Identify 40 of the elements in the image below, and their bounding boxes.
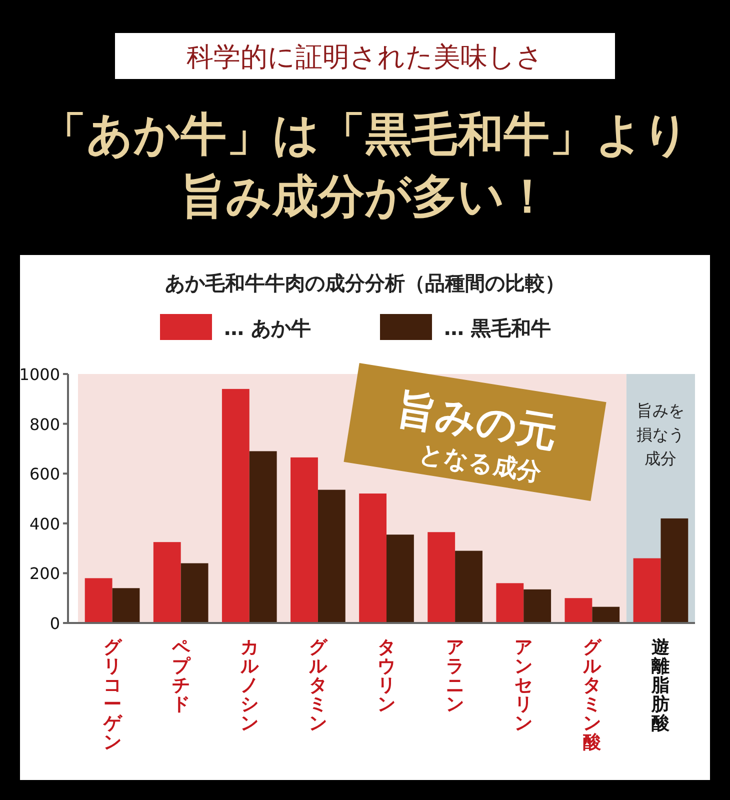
- y-tick-label: 400: [29, 514, 60, 534]
- bar: [84, 578, 112, 623]
- x-tick-label: 遊離脂肪酸: [650, 637, 671, 734]
- bar: [633, 558, 661, 623]
- bar: [180, 563, 208, 623]
- y-tick-label: 800: [29, 414, 60, 434]
- bar: [455, 550, 482, 623]
- x-tick-label: グルタミン: [308, 637, 328, 734]
- bar: [660, 518, 688, 623]
- text: 科学的に証明された美味しさ: [186, 42, 544, 73]
- legend-label: … あか牛: [224, 316, 311, 340]
- x-tick-label: グルタミン酸: [582, 637, 602, 753]
- y-tick-label: 600: [29, 464, 60, 484]
- x-tick-label: カルノシン: [239, 637, 260, 734]
- bar: [428, 532, 456, 623]
- bar: [496, 583, 524, 623]
- chart-title: 「あか牛」は「黒毛和牛」より旨み成分が多い！: [40, 107, 690, 223]
- bar: [592, 606, 620, 623]
- y-tick-label: 200: [29, 564, 60, 584]
- band-label: 旨みを損なう成分: [636, 401, 685, 468]
- bar: [359, 494, 386, 623]
- y-tick-label: 0: [50, 614, 60, 633]
- legend-label: … 黒毛和牛: [444, 316, 551, 340]
- x-tick-label: タウリン: [378, 637, 396, 715]
- bar: [153, 542, 181, 623]
- bar: [112, 588, 140, 623]
- x-tick-label: グリコーゲン: [102, 637, 124, 753]
- bar: [386, 534, 414, 623]
- chart-subtitle: あか毛和牛牛肉の成分分析（品種間の比較）: [165, 271, 565, 295]
- bar: [564, 598, 592, 623]
- y-tick-label: 1000: [19, 365, 60, 384]
- bar: [249, 451, 277, 623]
- x-tick-label: アンセリン: [514, 637, 533, 734]
- bar: [222, 388, 250, 623]
- band-label: 旨みの元となる成分: [393, 384, 560, 487]
- bar: [290, 457, 318, 623]
- bar: [318, 490, 346, 623]
- bar: [524, 589, 552, 623]
- x-tick-label: アラニン: [446, 637, 464, 715]
- x-tick-label: ペプチド: [170, 637, 191, 715]
